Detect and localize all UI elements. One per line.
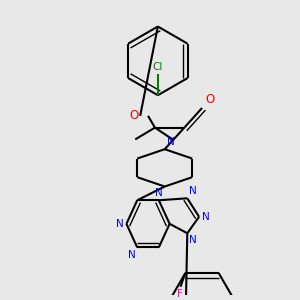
Text: O: O bbox=[129, 109, 138, 122]
Text: N: N bbox=[116, 219, 124, 229]
Text: Cl: Cl bbox=[153, 62, 163, 72]
Text: N: N bbox=[189, 235, 197, 245]
Text: N: N bbox=[189, 186, 197, 196]
Text: O: O bbox=[205, 93, 214, 106]
Text: F: F bbox=[178, 289, 183, 299]
Text: N: N bbox=[167, 137, 174, 147]
Text: N: N bbox=[155, 188, 163, 199]
Text: N: N bbox=[202, 212, 210, 222]
Text: N: N bbox=[128, 250, 135, 260]
